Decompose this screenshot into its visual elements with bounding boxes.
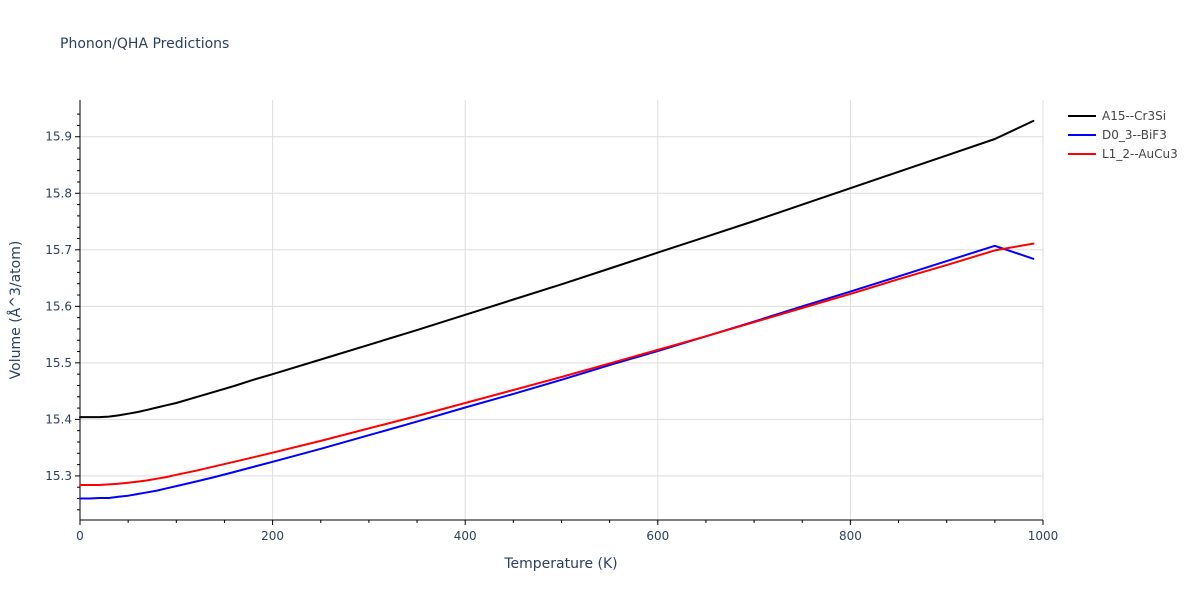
x-tick-label: 200 bbox=[261, 529, 284, 543]
x-tick-label: 800 bbox=[839, 529, 862, 543]
grid-lines bbox=[80, 100, 1044, 520]
series-line-d0-3-bif3[interactable] bbox=[79, 244, 1035, 500]
y-tick-label: 15.9 bbox=[45, 130, 72, 144]
legend-item[interactable]: D0_3--BiF3 bbox=[1068, 125, 1178, 144]
series-lines bbox=[79, 119, 1035, 500]
y-axis-label: Volume (Å^3/atom) bbox=[7, 241, 24, 380]
y-tick-label: 15.4 bbox=[45, 412, 72, 426]
y-tick-label: 15.5 bbox=[45, 356, 72, 370]
legend-swatch bbox=[1068, 114, 1096, 117]
legend-swatch bbox=[1068, 152, 1096, 155]
y-tick-label: 15.8 bbox=[45, 186, 72, 200]
legend-label: A15--Cr3Si bbox=[1102, 108, 1167, 123]
legend-item[interactable]: L1_2--AuCu3 bbox=[1068, 144, 1178, 163]
legend-item[interactable]: A15--Cr3Si bbox=[1068, 106, 1178, 125]
x-tick-label: 0 bbox=[76, 529, 84, 543]
series-line-l1-2-aucu3[interactable] bbox=[79, 242, 1035, 486]
legend[interactable]: A15--Cr3Si D0_3--BiF3 L1_2--AuCu3 bbox=[1068, 106, 1178, 163]
legend-swatch bbox=[1068, 133, 1096, 136]
axes: 0 200 400 600 800 1000 15.3 15.4 15.5 15.6 15.7 15.… bbox=[45, 100, 1058, 543]
series-line-a15-cr3si[interactable] bbox=[79, 119, 1035, 419]
chart-title: Phonon/QHA Predictions bbox=[60, 36, 230, 52]
legend-label: D0_3--BiF3 bbox=[1102, 127, 1167, 142]
y-tick-label: 15.6 bbox=[45, 299, 72, 313]
y-tick-label: 15.3 bbox=[45, 469, 72, 483]
legend-label: L1_2--AuCu3 bbox=[1102, 146, 1178, 161]
x-tick-label: 400 bbox=[454, 529, 477, 543]
x-axis-label: Temperature (K) bbox=[503, 556, 617, 572]
x-tick-label: 1000 bbox=[1028, 529, 1059, 543]
x-tick-label: 600 bbox=[646, 529, 669, 543]
y-tick-label: 15.7 bbox=[45, 243, 72, 257]
